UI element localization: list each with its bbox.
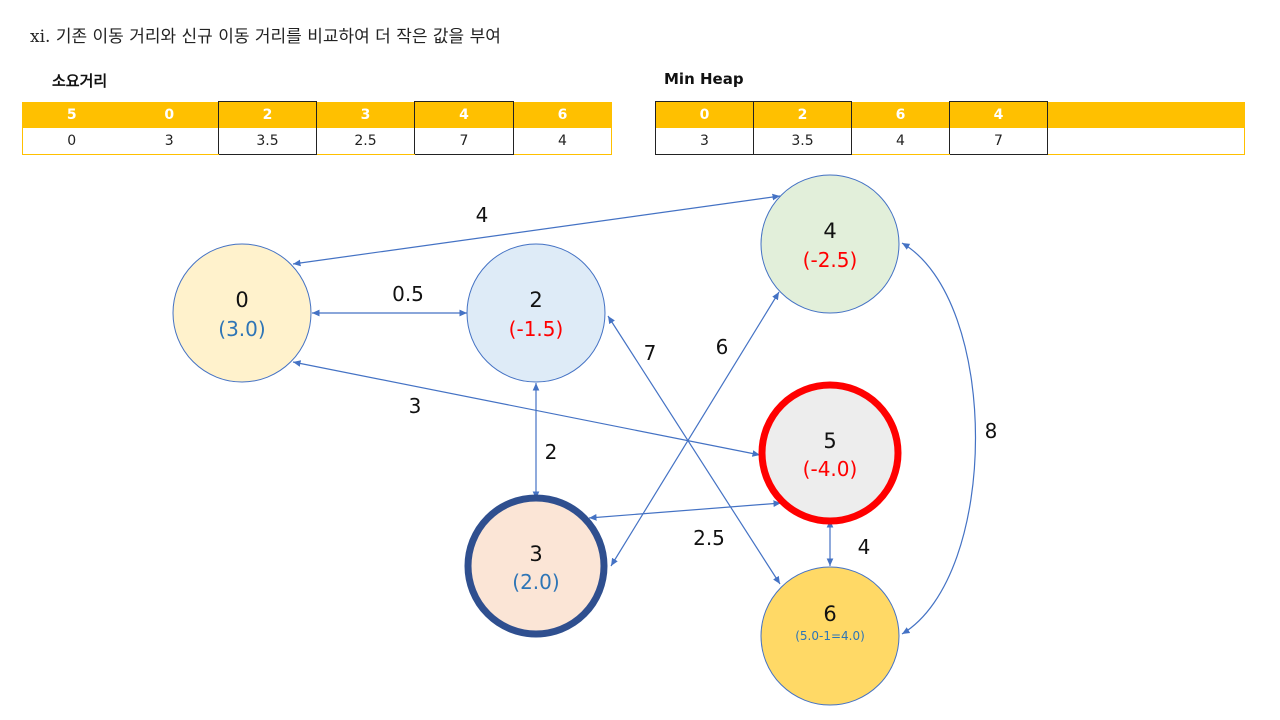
node-4: 4 (-2.5) [760, 174, 900, 314]
heap-table-value-row: 3 3.5 4 7 [655, 128, 1245, 155]
distance-table-value-row: 0 3 3.5 2.5 7 4 [22, 128, 612, 155]
edge-0-4 [292, 193, 781, 267]
edge-weight-3-5: 2.5 [693, 526, 725, 550]
heap-value-cell: 7 [949, 128, 1048, 155]
edge-weight-5-6: 4 [858, 535, 871, 559]
edge-weight-0-2: 0.5 [392, 282, 424, 306]
distance-header-cell: 2 [218, 101, 317, 128]
distance-value-cell: 3 [120, 128, 219, 155]
node-0-id: 0 [235, 288, 248, 312]
node-0: 0 (3.0) [172, 243, 312, 383]
heap-table-header-row: 0 2 6 4 [655, 101, 1245, 128]
node-3-id: 3 [529, 542, 542, 566]
distance-header-cell: 0 [120, 101, 219, 128]
edge-3-5 [588, 500, 782, 521]
distance-value-cell: 2.5 [316, 128, 415, 155]
edge-weight-3-4: 6 [716, 335, 729, 359]
node-4-id: 4 [823, 219, 836, 243]
heap-table: 0 2 6 4 3 3.5 4 7 [655, 101, 1245, 155]
node-4-value: (-2.5) [803, 248, 858, 272]
edge-weight-2-3: 2 [545, 440, 558, 464]
node-2: 2 (-1.5) [466, 243, 606, 383]
edge-weight-2-6: 7 [644, 341, 657, 365]
distance-table-header-row: 5 0 2 3 4 6 [22, 101, 612, 128]
node-6-value: (5.0-1=4.0) [795, 629, 865, 643]
node-5-id: 5 [823, 429, 836, 453]
distance-value-cell: 0 [22, 128, 121, 155]
distance-header-cell: 6 [513, 101, 612, 128]
edge-weight-0-4: 4 [476, 203, 489, 227]
node-5-value: (-4.0) [803, 457, 858, 481]
node-0-value: (3.0) [218, 317, 265, 341]
distance-header-cell: 5 [22, 101, 121, 128]
heap-value-cell [1047, 128, 1245, 155]
heap-header-cell: 6 [851, 101, 950, 128]
distance-table-label: 소요거리 [52, 72, 108, 90]
node-5: 5 (-4.0) [758, 381, 902, 525]
heap-header-cell: 4 [949, 101, 1048, 128]
heap-header-cell [1047, 101, 1245, 128]
heap-header-cell: 2 [753, 101, 852, 128]
distance-table: 5 0 2 3 4 6 0 3 3.5 2.5 7 4 [22, 101, 612, 155]
distance-value-cell: 4 [513, 128, 612, 155]
edge-weight-0-5: 3 [409, 394, 422, 418]
distance-value-cell: 7 [414, 128, 514, 155]
node-6: 6 (5.0-1=4.0) [760, 566, 900, 706]
distance-header-cell: 3 [316, 101, 415, 128]
heap-header-cell: 0 [655, 101, 754, 128]
heap-value-cell: 3.5 [753, 128, 852, 155]
heap-table-label: Min Heap [664, 70, 744, 88]
distance-value-cell: 3.5 [218, 128, 317, 155]
edge-3-4 [610, 291, 780, 567]
node-3-value: (2.0) [512, 570, 559, 594]
node-2-value: (-1.5) [509, 317, 564, 341]
node-3: 3 (2.0) [464, 494, 608, 638]
edge-4-6 [901, 242, 976, 635]
distance-header-cell: 4 [414, 101, 514, 128]
heap-value-cell: 4 [851, 128, 950, 155]
edge-weight-4-6: 8 [985, 419, 998, 443]
slide-title: xi. 기존 이동 거리와 신규 이동 거리를 비교하여 더 작은 값을 부여 [30, 27, 501, 47]
node-6-id: 6 [823, 602, 836, 626]
node-2-id: 2 [529, 288, 542, 312]
